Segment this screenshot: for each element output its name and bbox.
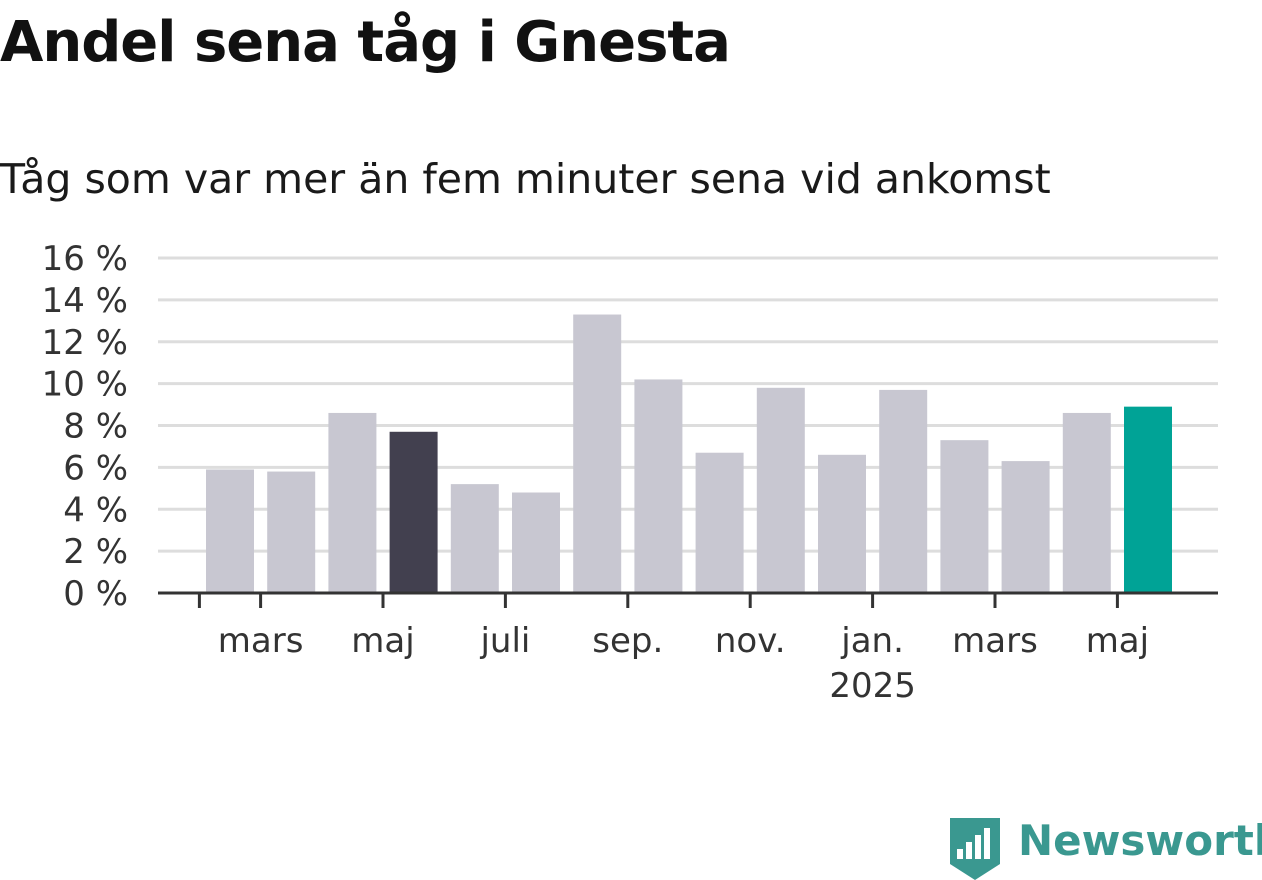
y-tick-label: 4 % [63, 490, 128, 530]
x-tick-label: jan. [840, 621, 904, 661]
bar [756, 387, 805, 593]
x-axis: mars maj juli sep. nov. jan. 2025 mars maj [158, 591, 1218, 706]
x-tick-label: nov. [715, 621, 786, 661]
x-tick-label: mars [218, 621, 304, 661]
bar [879, 389, 928, 593]
y-tick-label: 16 % [42, 239, 128, 279]
y-tick-label: 2 % [63, 532, 128, 572]
brand-name: Newsworthy [1018, 816, 1262, 865]
y-tick-label: 12 % [42, 323, 128, 363]
bar [1124, 406, 1172, 593]
bar [389, 431, 438, 593]
bar [818, 454, 866, 593]
bars [206, 314, 1172, 593]
y-axis-labels: 0 %2 %4 %6 %8 %10 %12 %14 %16 % [42, 239, 128, 614]
y-tick-label: 14 % [42, 281, 128, 321]
y-tick-label: 0 % [63, 574, 128, 614]
bar [573, 314, 622, 593]
y-tick-label: 10 % [42, 365, 128, 405]
grid-lines [158, 256, 1218, 553]
bar [267, 471, 316, 593]
bar [206, 469, 254, 593]
newsworthy-bar-chart-badge-icon [950, 818, 1000, 880]
x-tick-label: sep. [592, 621, 663, 661]
bar [695, 452, 744, 593]
chart-subtitle: Tåg som var mer än fem minuter sena vid … [0, 155, 1051, 203]
chart-title: Andel sena tåg i Gnesta [0, 10, 731, 75]
x-tick-label: mars [952, 621, 1038, 661]
bar [1062, 412, 1111, 593]
newsworthy-logo: Newsworthy [950, 816, 1262, 880]
bar [512, 492, 560, 593]
bar [940, 440, 989, 593]
bar [1001, 461, 1050, 593]
x-tick-label: juli [479, 621, 530, 661]
bar [450, 484, 499, 593]
y-tick-label: 8 % [63, 407, 128, 447]
x-tick-label: maj [1086, 621, 1149, 661]
bar [634, 379, 683, 593]
x-tick-label: maj [351, 621, 414, 661]
y-tick-label: 6 % [63, 448, 128, 488]
bar [328, 412, 377, 593]
x-tick-sublabel: 2025 [829, 666, 916, 706]
